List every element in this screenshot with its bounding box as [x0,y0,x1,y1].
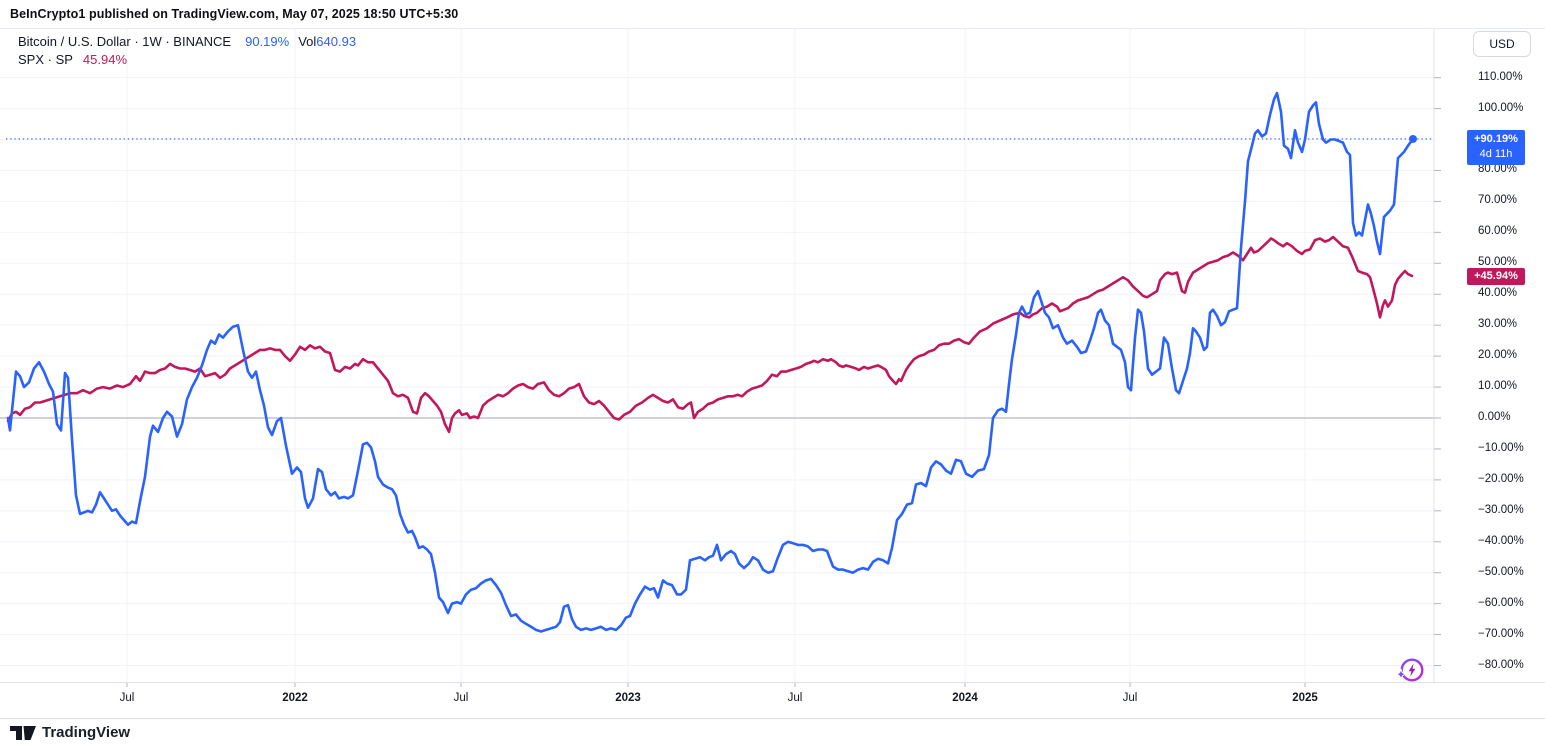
price-axis-label: 30.00% [1478,318,1518,331]
footer-bar: TradingView [0,718,1545,747]
time-axis-label: Jul [787,692,803,704]
time-axis-label-year: 2024 [952,692,978,704]
price-axis-label: −30.00% [1478,503,1524,516]
price-axis-label: 110.00% [1478,70,1523,83]
btc-change-value: 90.19% [245,34,290,49]
time-axis[interactable]: Jul 2022 Jul 2023 Jul 2024 Jul 2025 [0,682,1545,719]
price-axis-label: −70.00% [1478,627,1524,640]
spx-series-line [6,235,1414,434]
legend-row-spx[interactable]: SPX · SP 45.94% [18,51,356,69]
price-axis-label: 100.00% [1478,101,1524,114]
time-axis-label-year: 2025 [1292,692,1318,704]
legend-row-btc[interactable]: Bitcoin / U.S. Dollar · 1W · BINANCE 90.1… [18,33,356,51]
spx-change-value: 45.94% [82,52,128,67]
currency-unit-button[interactable]: USD [1473,31,1531,57]
attribution-bar: BeInCrypto1 published on TradingView.com… [0,0,1545,28]
price-axis-label: 60.00% [1478,225,1518,238]
price-axis-label: −60.00% [1478,596,1524,609]
volume-value: 640.93 [316,34,357,49]
price-axis-label: −20.00% [1478,472,1524,485]
lightning-icon [1394,658,1424,682]
price-axis-label: 50.00% [1478,256,1518,269]
time-axis-label: Jul [119,692,135,704]
tradingview-logo-icon[interactable] [10,725,37,741]
price-axis-label: 80.00% [1478,163,1518,176]
btc-last-point-marker [1409,134,1417,143]
price-axis-label: −80.00% [1478,658,1524,671]
price-axis-label: 10.00% [1478,380,1518,393]
lightning-bubble-button[interactable] [1388,648,1434,692]
price-axis-label: 0.00% [1478,411,1511,423]
price-axis-label: 20.00% [1478,349,1518,362]
volume-label: Vol [298,34,317,49]
time-axis-label-year: 2022 [282,692,308,704]
price-axis-label: 70.00% [1478,194,1518,207]
attribution-text: BeInCrypto1 published on TradingView.com… [10,7,459,21]
price-axis-label: −50.00% [1478,565,1524,578]
btc-price-badge: +90.19% 4d 11h [1467,129,1525,165]
time-axis-label-year: 2023 [615,692,641,704]
legend: Bitcoin / U.S. Dollar · 1W · BINANCE 90.1… [18,33,356,69]
price-axis-label: −10.00% [1478,441,1524,454]
btc-symbol-title: Bitcoin / U.S. Dollar · 1W · BINANCE [18,34,232,49]
btc-badge-change: +90.19% [1474,132,1518,145]
time-axis-label: Jul [1122,692,1138,704]
price-axis-label: −40.00% [1478,534,1524,547]
price-axis[interactable]: 110.00% 100.00% 80.00% 70.00% 60.00% 50.00% 40… [1434,28,1545,682]
btc-series-line [6,91,1415,633]
tradingview-brand-text[interactable]: TradingView [42,724,131,741]
spx-badge-change: +45.94% [1474,269,1518,282]
time-axis-label: Jul [453,692,469,704]
btc-badge-countdown: 4d 11h [1479,147,1513,160]
spx-price-badge: +45.94% [1467,267,1525,285]
spx-symbol-title: SPX · SP [18,52,73,67]
price-axis-label: 40.00% [1478,287,1518,300]
pane-top-divider [0,28,1545,29]
